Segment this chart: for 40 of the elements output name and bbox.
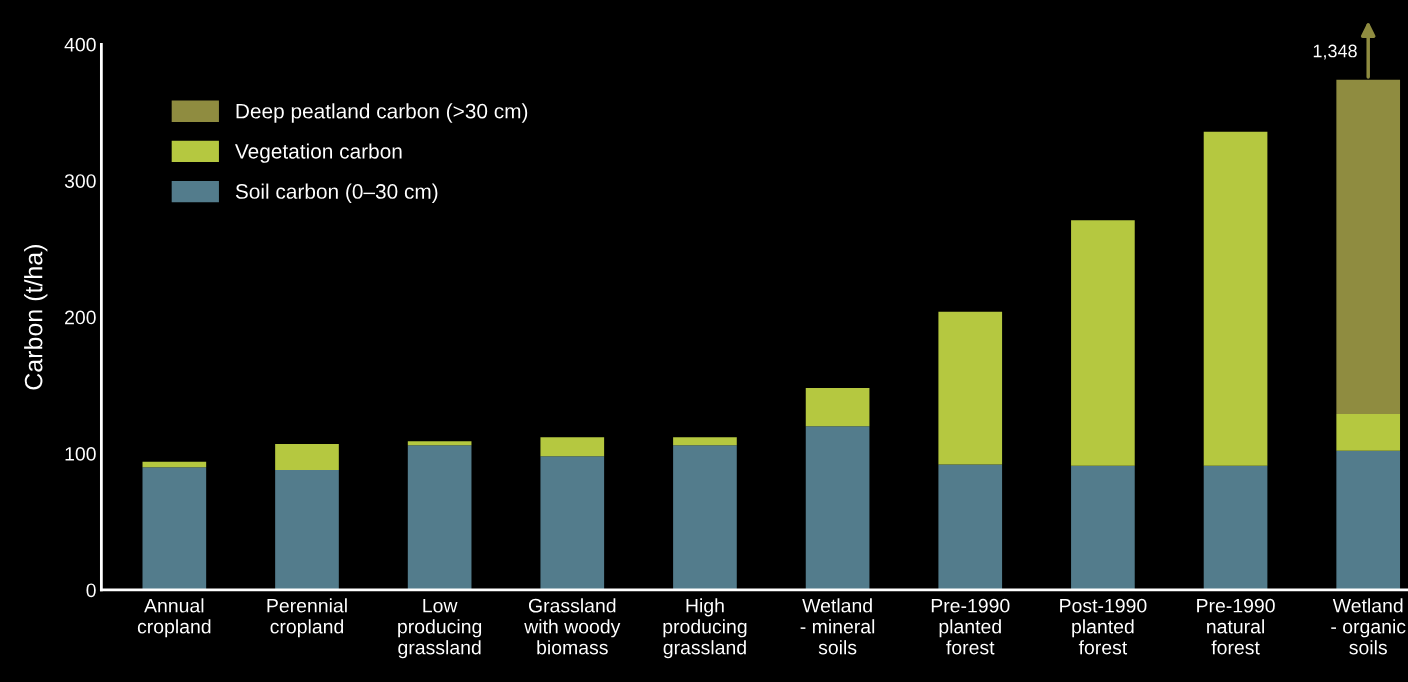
bar xyxy=(1071,220,1135,466)
legend-label: Vegetation carbon xyxy=(234,143,402,163)
bar xyxy=(142,467,207,590)
x-tick-label: Annual cropland xyxy=(137,598,211,638)
bar xyxy=(673,445,737,590)
bar xyxy=(407,445,472,590)
x-tick-label: Grassland with woody biomass xyxy=(524,598,621,655)
x-tick-label: Low producing grassland xyxy=(398,598,482,659)
y-tick-label: 0 xyxy=(86,583,96,598)
y-tick-label: 400 xyxy=(64,37,96,52)
bar xyxy=(1203,131,1268,466)
legend-label: Deep peatland carbon (>30 cm) xyxy=(236,103,528,123)
bar xyxy=(938,464,1003,590)
bar xyxy=(805,388,870,427)
bar xyxy=(1203,465,1268,590)
x-tick-label: Post-1990 planted forest xyxy=(1060,598,1147,655)
x-tick-label: Perennial cropland xyxy=(267,598,347,638)
bar xyxy=(1336,450,1401,590)
y-tick-label: 300 xyxy=(64,174,96,188)
x-tick-label: Pre-1990 planted forest xyxy=(931,598,1010,655)
y-tick-label: 200 xyxy=(65,310,96,325)
bar xyxy=(142,461,207,468)
bar xyxy=(1071,465,1135,590)
x-tick-label: Pre-1990 natural forest xyxy=(1197,598,1275,655)
x-tick-label: High producing grassland xyxy=(663,598,747,659)
annotation: 1,348 xyxy=(1313,44,1357,60)
bar xyxy=(407,441,472,446)
legend-label: Soil carbon (0–30 cm) xyxy=(235,183,438,203)
bar xyxy=(540,437,605,457)
x-tick-label: Wetland - mineral soils xyxy=(800,598,875,655)
bar xyxy=(938,311,1003,465)
bar xyxy=(805,426,870,590)
bar xyxy=(275,443,339,470)
bar xyxy=(275,469,339,590)
bar xyxy=(540,456,605,590)
x-tick-label: Wetland - organic soils xyxy=(1331,598,1406,655)
y-axis-title: Carbon (t/ha) xyxy=(24,245,48,390)
bar xyxy=(1336,413,1401,451)
bar xyxy=(673,437,737,446)
y-tick-label: 100 xyxy=(65,447,96,461)
